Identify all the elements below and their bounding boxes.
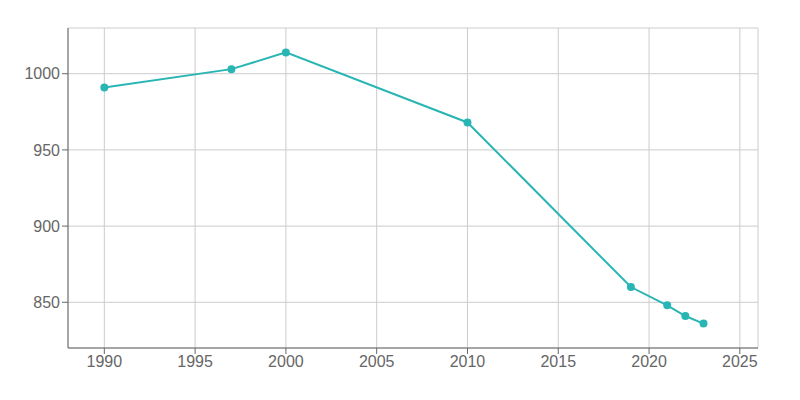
svg-text:2020: 2020 [631, 353, 667, 370]
svg-text:2025: 2025 [722, 353, 758, 370]
svg-text:2010: 2010 [450, 353, 486, 370]
svg-text:950: 950 [33, 142, 60, 159]
svg-text:1995: 1995 [177, 353, 213, 370]
svg-text:900: 900 [33, 218, 60, 235]
svg-text:1000: 1000 [24, 65, 60, 82]
svg-text:2015: 2015 [540, 353, 576, 370]
svg-text:1990: 1990 [87, 353, 123, 370]
svg-text:2000: 2000 [268, 353, 304, 370]
svg-text:2005: 2005 [359, 353, 395, 370]
svg-text:850: 850 [33, 294, 60, 311]
